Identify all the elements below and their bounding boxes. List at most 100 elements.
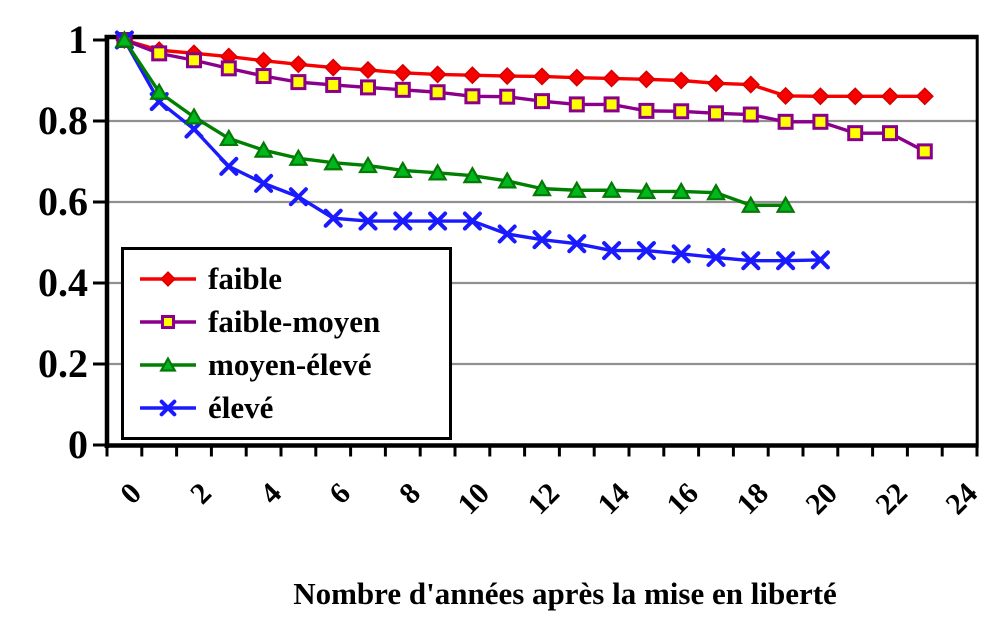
marker-square [812,113,829,130]
legend-box: faible faible-moyen moyen-élevé élevé [121,247,452,440]
series-élevé [114,30,830,271]
marker-triangle [323,152,344,171]
y-tick-label: 0.2 [38,341,88,386]
marker-x [532,230,552,250]
marker-diamond [880,87,900,106]
series-faible [115,30,934,106]
marker-diamond [915,87,934,106]
marker-square [673,103,690,120]
marker-x [602,241,622,261]
marker-diamond [532,67,552,86]
marker-square [499,88,516,105]
marker-diamond [289,55,308,74]
marker-diamond [358,60,378,80]
marker-x [428,211,448,231]
series-faible-moyen [116,32,933,160]
marker-diamond [463,66,482,85]
marker-diamond [602,69,621,88]
marker-x [671,244,691,264]
marker-triangle [358,155,378,174]
marker-x [393,211,413,231]
y-tick-label: 0.8 [38,98,88,143]
marker-diamond [741,75,760,94]
marker-diamond [324,58,343,77]
y-tick-label: 0.6 [38,179,88,224]
marker-triangle [740,195,761,213]
marker-triangle [636,181,657,200]
marker-triangle [159,355,177,372]
marker-diamond [567,68,586,87]
marker-square [325,76,342,93]
marker-triangle [671,181,692,200]
legend-item-faible: faible [138,257,449,300]
marker-square [847,125,864,142]
marker-diamond [428,65,447,84]
legend-item-eleve: élevé [138,386,449,429]
marker-triangle [566,180,587,198]
marker-diamond [811,87,830,106]
marker-x [288,187,308,207]
marker-triangle [114,30,135,48]
marker-x [741,251,761,271]
marker-diamond [706,74,726,93]
marker-square [916,143,933,160]
marker-x [254,173,274,193]
y-tick-label: 0 [68,422,88,467]
legend-item-faible-moyen: faible-moyen [138,300,449,343]
marker-diamond [637,70,656,89]
series-line-faible [123,38,925,98]
marker-diamond [254,51,273,70]
marker-triangle [392,160,413,179]
marker-x [159,399,177,416]
series-moyen-élevé [114,30,796,213]
marker-square [534,93,550,110]
legend-label-eleve: élevé [208,390,274,425]
marker-square [882,125,898,142]
marker-x [810,250,830,270]
marker-triangle [497,171,518,189]
marker-triangle [462,165,483,184]
marker-square [638,102,655,119]
marker-triangle [218,128,239,147]
marker-square [394,81,411,98]
marker-square [568,96,585,113]
marker-diamond [498,66,517,86]
marker-square [151,45,168,62]
legend-label-faible-moyen: faible-moyen [208,304,381,339]
marker-x [497,224,517,244]
marker-triangle [775,195,796,213]
marker-triangle [601,180,622,198]
marker-x [358,211,378,231]
marker-x [706,247,726,267]
marker-square [429,84,446,101]
marker-square [186,52,202,69]
marker-diamond [160,270,176,287]
marker-triangle [253,140,274,158]
marker-square [603,96,620,113]
marker-triangle [706,182,726,201]
marker-x [462,211,482,231]
marker-square [220,60,237,77]
marker-square [777,113,794,130]
marker-square [708,105,724,122]
marker-square [255,68,272,85]
marker-x [567,234,587,254]
legend-marker-faible-moyen-square-icon [140,314,196,329]
x-axis-title: Nombre d'années après la mise en liberté [293,576,837,611]
marker-diamond [393,63,412,82]
marker-triangle [427,163,448,181]
legend-marker-eleve-x-icon [140,399,196,416]
legend-item-moyen-eleve: moyen-élevé [138,343,449,386]
marker-diamond [846,87,865,106]
marker-square [464,88,481,105]
legend-label-moyen-eleve: moyen-élevé [208,347,372,382]
y-tick-label: 1 [68,17,88,62]
marker-square [290,74,307,91]
marker-square [742,106,759,123]
legend-marker-moyen-eleve-triangle-icon [140,355,196,372]
marker-triangle [184,107,204,125]
y-tick-label: 0.4 [38,260,88,305]
marker-square [360,79,376,96]
